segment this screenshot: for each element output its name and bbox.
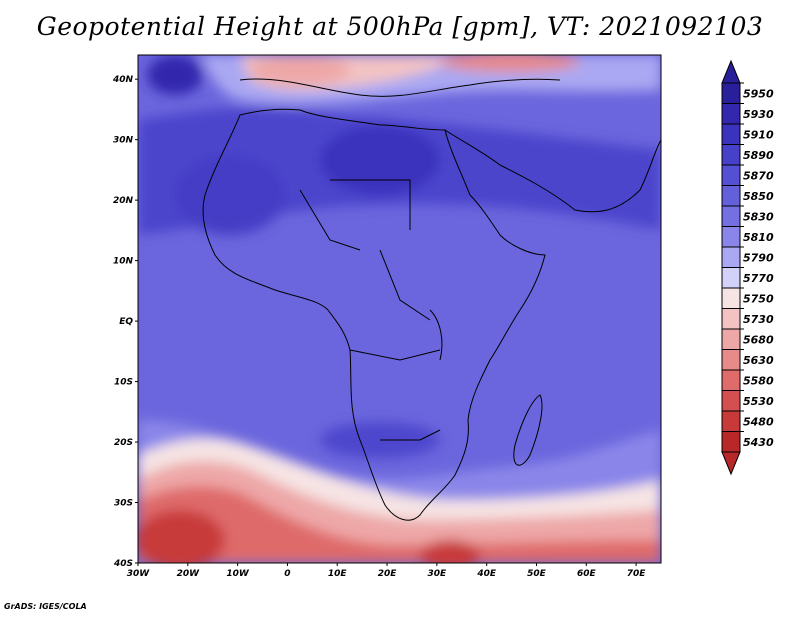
colorbar-swatch [721, 185, 741, 207]
colorbar-swatch [721, 410, 741, 432]
colorbar-level-label: 5950 [743, 87, 774, 100]
colorbar-level-label: 5790 [743, 251, 774, 264]
colorbar-swatch [721, 82, 741, 104]
lon-tick-label: 40E [476, 569, 497, 579]
colorbar-swatch [721, 144, 741, 166]
lat-tick-label: 20N [113, 196, 134, 206]
colorbar-swatch [721, 246, 741, 268]
colorbar-level-label: 5890 [743, 149, 774, 162]
colorbar-level-label: 5730 [743, 313, 774, 326]
colorbar-swatch [721, 369, 741, 391]
lon-tick-label: 30E [428, 569, 448, 579]
coastlines [202, 78, 661, 521]
lat-tick-label: 30N [113, 136, 134, 146]
colorbar-swatch [721, 390, 741, 412]
lat-tick-label: 40N [112, 75, 134, 85]
chart-title: Geopotential Height at 500hPa [gpm], VT:… [36, 12, 764, 41]
colorbar-level-label: 5480 [743, 415, 774, 428]
height-field [138, 55, 661, 563]
lat-tick-label: EQ [119, 317, 133, 327]
colorbar-level-label: 5930 [743, 108, 774, 121]
colorbar-swatch [721, 123, 741, 145]
colorbar: 5950 5930 5910 5890 5870 5850 5830 5810 5790 5770… [721, 59, 774, 476]
lon-tick-label: 70E [627, 569, 647, 579]
lat-tick-label: 10S [114, 378, 133, 388]
colorbar-bottom-arrow [721, 451, 741, 476]
colorbar-swatch [721, 267, 741, 289]
colorbar-level-label: 5910 [743, 128, 774, 141]
colorbar-level-label: 5770 [743, 272, 774, 285]
colorbar-swatch [721, 349, 741, 371]
colorbar-level-label: 5870 [743, 169, 774, 182]
lat-tick-label: 40S [113, 559, 133, 569]
lon-tick-label: 50E [527, 569, 547, 579]
colorbar-swatch [721, 205, 741, 227]
colorbar-swatch [721, 103, 741, 125]
lon-tick-label: 20E [378, 569, 398, 579]
colorbar-swatch [721, 287, 741, 309]
colorbar-swatch [721, 226, 741, 248]
lat-tick-label: 30S [114, 499, 133, 509]
colorbar-level-label: 5680 [743, 333, 774, 346]
map-frame [137, 54, 662, 564]
credit-label: GrADS: IGES/COLA [4, 602, 87, 611]
colorbar-level-label: 5530 [743, 395, 774, 408]
colorbar-swatch [721, 328, 741, 350]
colorbar-swatch [721, 431, 741, 453]
colorbar-level-label: 5580 [743, 374, 774, 387]
colorbar-level-label: 5750 [743, 292, 774, 305]
colorbar-level-label: 5810 [743, 231, 774, 244]
lon-tick-label: 10W [226, 569, 250, 579]
colorbar-swatch [721, 308, 741, 330]
lon-tick-label: 10E [328, 569, 348, 579]
colorbar-swatch [721, 164, 741, 186]
lon-axis: 30W 20W 10W 0 10E 20E 30E 40E 50E 60E 70E [127, 563, 647, 579]
lon-tick-label: 20W [177, 569, 201, 579]
lat-tick-label: 10N [113, 257, 134, 267]
colorbar-level-label: 5830 [743, 210, 774, 223]
colorbar-top-arrow [721, 59, 741, 84]
colorbar-level-label: 5850 [743, 190, 774, 203]
lat-tick-label: 20S [114, 438, 133, 448]
lat-axis: 40N 30N 20N 10N EQ 10S 20S 30S 40S [112, 75, 138, 569]
lon-tick-label: 30W [127, 569, 151, 579]
colorbar-level-label: 5430 [743, 436, 774, 449]
colorbar-level-label: 5630 [743, 354, 774, 367]
lon-tick-label: 0 [284, 569, 290, 579]
lon-tick-label: 60E [577, 569, 597, 579]
